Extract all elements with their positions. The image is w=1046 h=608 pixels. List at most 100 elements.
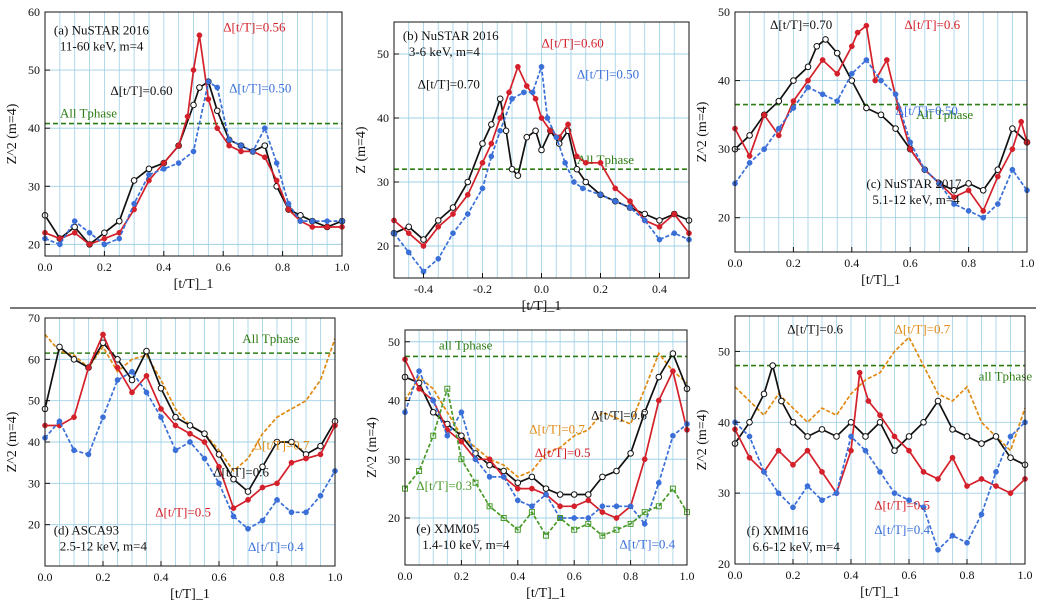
annotation-d-2: Δ[t/T]=0.5	[155, 504, 211, 519]
marker-b-1	[612, 185, 619, 192]
marker-f-3	[935, 546, 941, 553]
marker-a-1	[190, 67, 197, 73]
marker-e-3	[627, 503, 634, 510]
marker-c-0	[1009, 125, 1016, 132]
marker-d-3	[100, 414, 106, 421]
marker-b-1	[574, 153, 580, 160]
marker-f-2	[964, 483, 970, 489]
marker-d-3	[187, 439, 193, 445]
marker-b-2	[656, 236, 663, 243]
panel-subtitle-e: 1.4-10 keV, m=4	[422, 537, 510, 552]
marker-d-2	[114, 364, 121, 371]
marker-b-1	[671, 211, 678, 217]
marker-d-1	[172, 413, 179, 421]
x-tick-label-c: 0.0	[728, 256, 743, 270]
marker-a-2	[309, 218, 316, 224]
marker-c-1	[834, 70, 841, 77]
x-tick-label-c: 0.6	[903, 256, 918, 270]
all-tphase-label-c: All Tphase	[916, 107, 973, 122]
x-axis-label-d: [t/T]_1	[170, 587, 210, 602]
marker-e-3	[514, 497, 521, 504]
marker-b-0	[656, 217, 663, 224]
marker-d-1	[273, 438, 281, 446]
plot-frame-e	[404, 329, 688, 566]
series-line-f-2	[734, 372, 1026, 495]
annotation-d-1: Δ[t/T]=0.6	[213, 465, 269, 480]
series-line-d-0	[44, 333, 336, 473]
marker-c-2	[790, 105, 797, 111]
y-tick-label-a: 60	[28, 5, 40, 19]
y-tick-label-c: 30	[718, 142, 730, 156]
y-tick-label-e: 40	[388, 394, 400, 408]
y-axis-label-e: Z^2 (m=4)	[365, 417, 380, 478]
marker-a-2	[71, 218, 78, 224]
marker-b-1	[656, 223, 663, 230]
y-tick-label-b: 30	[377, 175, 389, 189]
marker-b-0	[420, 236, 427, 243]
marker-d-3	[230, 513, 237, 520]
marker-d-2	[259, 484, 266, 491]
marker-f-2	[877, 412, 883, 419]
marker-e-3	[571, 515, 578, 521]
marker-e-1	[655, 373, 663, 381]
marker-a-0	[130, 177, 138, 184]
x-tick-label-d: 0.2	[96, 570, 111, 584]
marker-c-1	[863, 22, 870, 29]
marker-e-2	[599, 509, 606, 515]
marker-c-1	[883, 57, 890, 63]
marker-d-1	[230, 475, 237, 483]
marker-c-1	[980, 208, 987, 214]
marker-b-2	[479, 185, 486, 192]
marker-e-1	[458, 432, 465, 440]
marker-b-0	[449, 204, 457, 211]
marker-a-1	[57, 235, 63, 242]
marker-c-2	[834, 98, 841, 104]
y-tick-label-b: 40	[377, 111, 389, 125]
marker-b-2	[597, 191, 604, 198]
marker-f-1	[934, 397, 942, 405]
marker-f-3	[833, 490, 840, 496]
marker-e-4	[486, 503, 493, 510]
x-tick-label-f: 0.0	[728, 568, 743, 582]
marker-c-2	[863, 57, 870, 63]
y-tick-label-d: 70	[28, 311, 40, 325]
marker-a-2	[205, 78, 212, 85]
marker-b-0	[479, 140, 486, 147]
x-tick-label-a: 0.2	[97, 260, 112, 274]
marker-b-0	[582, 178, 590, 186]
marker-b-1	[506, 89, 512, 96]
marker-e-1	[669, 350, 677, 357]
annotation-e-3: Δ[t/T]=0.3	[416, 478, 472, 493]
marker-e-4	[585, 520, 592, 527]
x-tick-label-a: 0.4	[156, 260, 171, 274]
panel-title-f: (f) XMM16	[747, 523, 809, 538]
marker-e-2	[529, 485, 535, 492]
annotation-f-0: Δ[t/T]=0.6	[787, 321, 843, 336]
marker-b-1	[523, 83, 530, 89]
y-tick-label-f: 30	[718, 486, 730, 500]
marker-e-4	[514, 526, 521, 533]
y-tick-label-c: 40	[718, 74, 730, 88]
marker-f-3	[819, 497, 825, 504]
marker-b-2	[464, 211, 471, 217]
marker-d-1	[186, 422, 194, 429]
marker-b-2	[520, 89, 527, 96]
marker-e-2	[655, 397, 662, 404]
marker-c-0	[813, 42, 821, 50]
marker-a-1	[285, 206, 292, 213]
marker-c-1	[790, 98, 797, 104]
marker-e-2	[670, 368, 676, 374]
marker-e-1	[528, 473, 536, 481]
marker-e-4	[627, 520, 634, 527]
annotation-b-1: Δ[t/T]=0.70	[418, 77, 480, 92]
marker-b-1	[479, 159, 486, 166]
y-tick-label-d: 20	[28, 518, 40, 532]
marker-f-1	[833, 433, 840, 440]
marker-a-1	[273, 177, 280, 184]
y-tick-label-a: 30	[28, 179, 40, 193]
marker-e-4	[571, 526, 578, 533]
x-tick-label-b: 0.0	[534, 282, 549, 296]
marker-b-1	[538, 115, 545, 121]
panel-d: All Tphase 0.0 0.2 0.4 0.6 0.8 1.0 20 30 40 50 60 70…	[5, 311, 343, 602]
